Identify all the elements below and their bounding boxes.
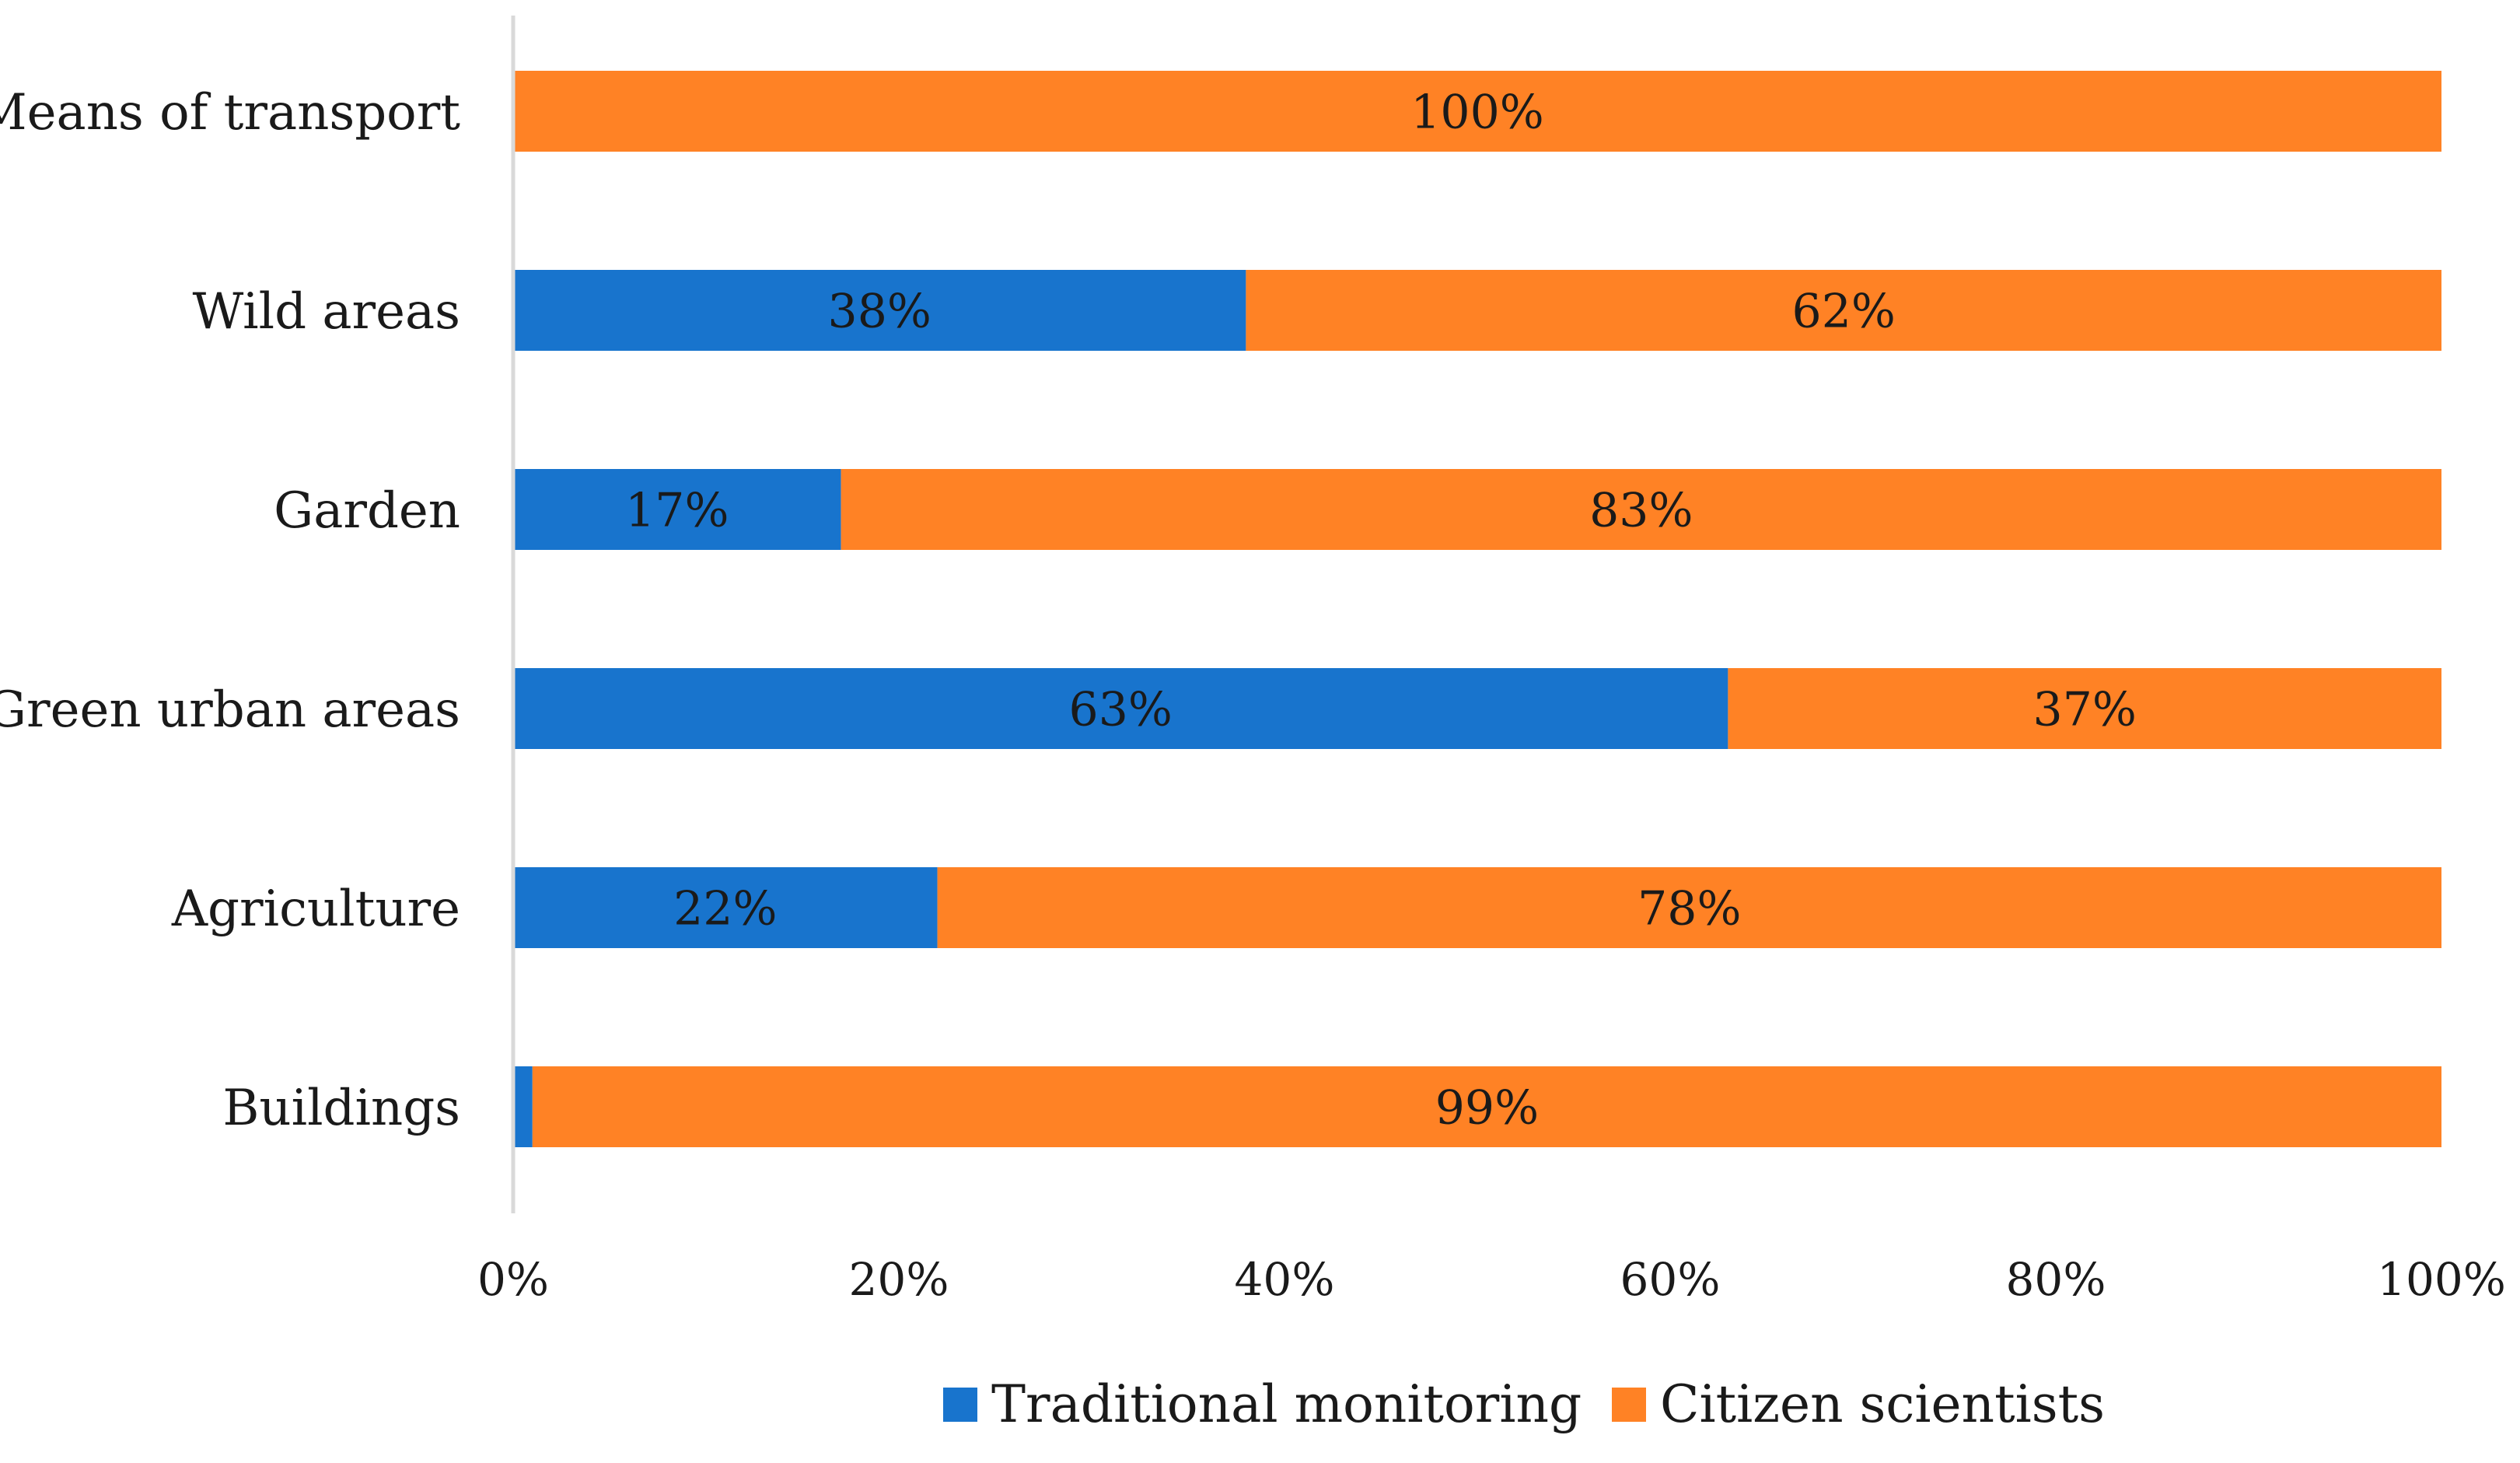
- legend-label-traditional: Traditional monitoring: [991, 1374, 1582, 1434]
- bar-segment-citizen-0: [513, 71, 2441, 152]
- data-label: 83%: [1589, 484, 1693, 538]
- data-label: 63%: [1069, 683, 1173, 737]
- bar-segment-traditional-5: [513, 1066, 533, 1147]
- x-tick-label: 0%: [477, 1253, 549, 1306]
- category-label: Means of transport: [0, 84, 460, 142]
- x-tick-label: 20%: [849, 1253, 949, 1306]
- bar-segment-citizen-2: [841, 469, 2441, 550]
- x-tick-label: 40%: [1235, 1253, 1335, 1306]
- data-label: 78%: [1637, 882, 1741, 936]
- x-tick-label: 60%: [1620, 1253, 1721, 1306]
- legend-swatch-traditional: [943, 1388, 977, 1422]
- category-label: Agriculture: [171, 880, 460, 938]
- legend-label-citizen: Citizen scientists: [1660, 1374, 2105, 1434]
- bar-segment-traditional-3: [513, 668, 1728, 749]
- data-label: 62%: [1792, 285, 1896, 339]
- axis-layer: Means of transport Wild areas Garden Green …: [0, 16, 2506, 1306]
- data-label: 99%: [1435, 1081, 1539, 1136]
- bar-segment-citizen-3: [1728, 668, 2441, 749]
- x-tick-label: 80%: [2006, 1253, 2106, 1306]
- category-label: Green urban areas: [0, 681, 460, 739]
- data-label: 100%: [1410, 86, 1544, 140]
- bar-segment-citizen-1: [1246, 270, 2441, 351]
- bar-segment-traditional-2: [513, 469, 841, 550]
- bar-segment-traditional-4: [513, 867, 938, 948]
- bar-segment-citizen-5: [532, 1066, 2441, 1147]
- category-label: Buildings: [222, 1080, 460, 1137]
- legend: Traditional monitoring Citizen scientists: [943, 1374, 2105, 1434]
- legend-swatch-citizen: [1612, 1388, 1646, 1422]
- bars-layer: [513, 71, 2441, 1147]
- bar-segment-citizen-4: [937, 867, 2441, 948]
- category-label: Wild areas: [192, 283, 460, 341]
- category-label: Garden: [274, 482, 460, 540]
- x-tick-label: 100%: [2377, 1253, 2506, 1306]
- bar-segment-traditional-1: [513, 270, 1246, 351]
- data-label: 17%: [625, 484, 729, 538]
- data-label: 22%: [673, 882, 777, 936]
- data-label: 37%: [2033, 683, 2137, 737]
- data-label: 38%: [828, 285, 931, 339]
- data-labels-layer: 100% 38% 62% 17% 83% 63% 37% 22% 78% 99%: [625, 86, 2137, 1136]
